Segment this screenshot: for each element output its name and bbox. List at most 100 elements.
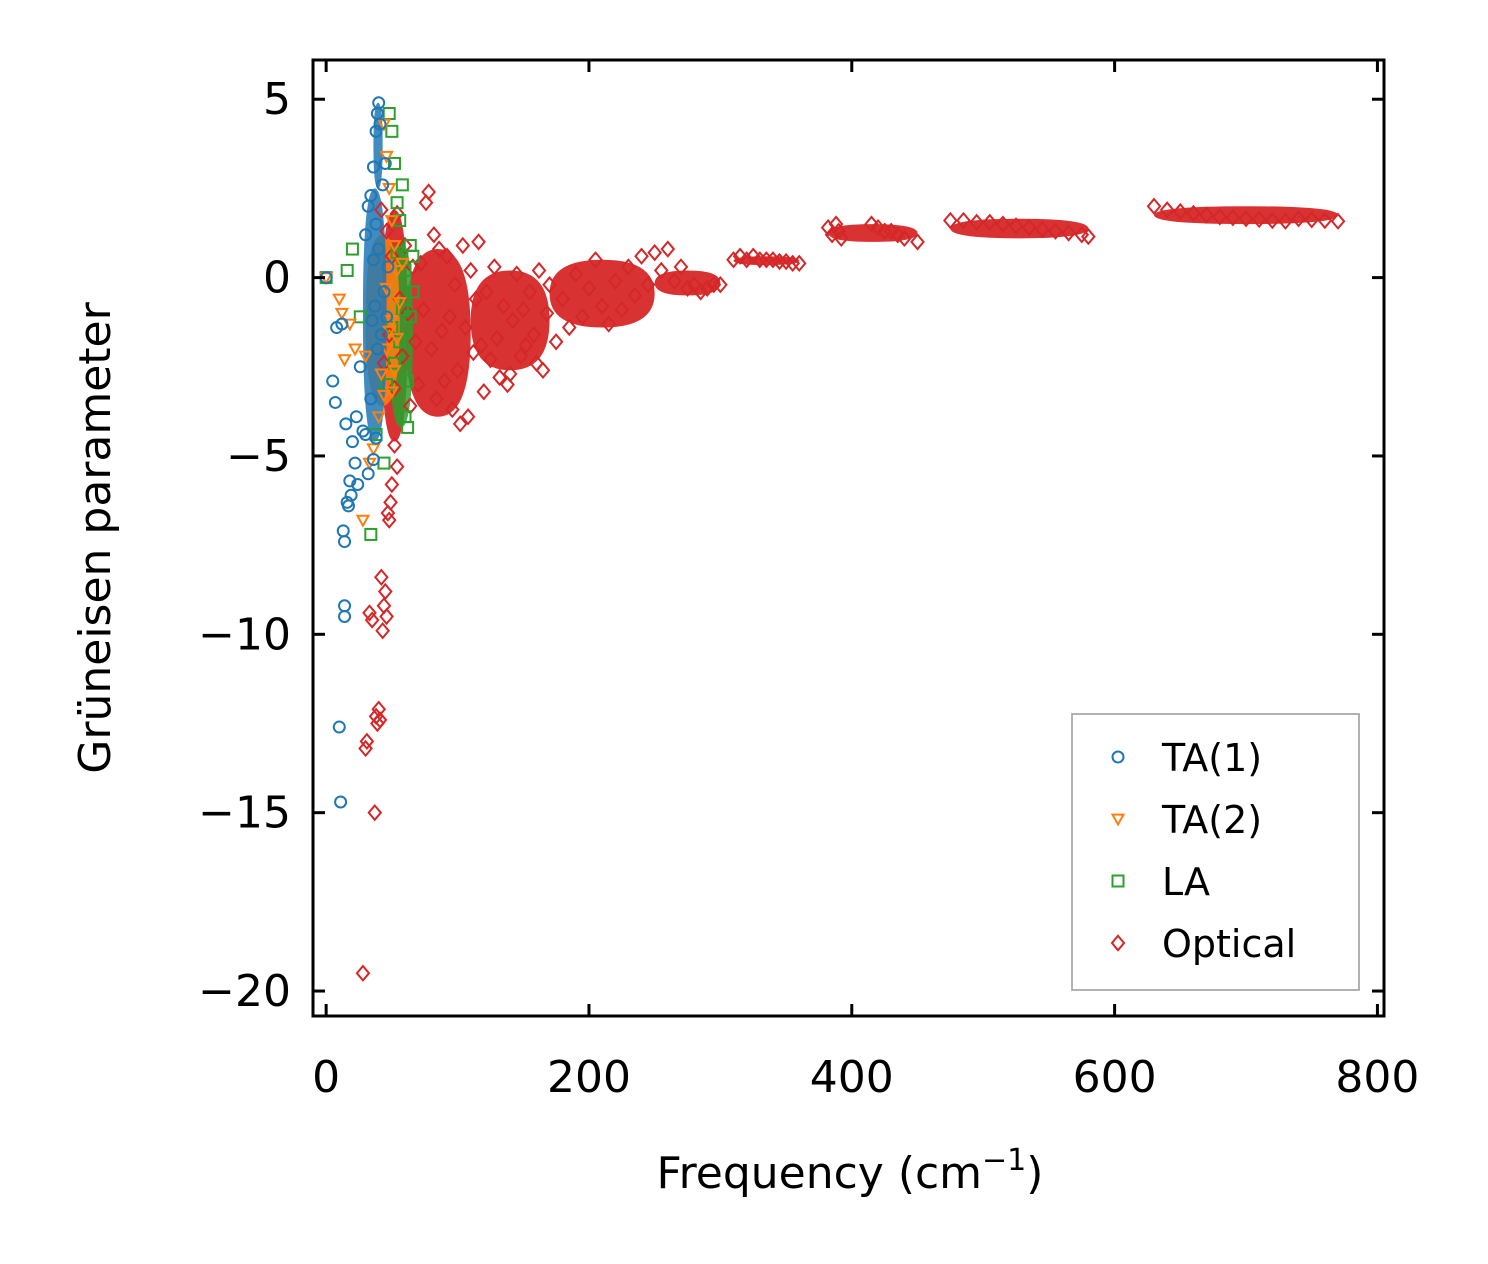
point-ta-1 xyxy=(368,299,382,313)
point-optical xyxy=(355,964,371,982)
point-ta-1 xyxy=(343,474,357,488)
point-ta-1 xyxy=(339,417,353,431)
point-ta-1 xyxy=(377,285,391,299)
point-la xyxy=(395,178,409,192)
point-optical xyxy=(372,711,388,729)
point-ta-1 xyxy=(366,453,380,467)
legend: TA(1) TA(2) LA Optical xyxy=(1071,713,1360,991)
x-tick-label: 400 xyxy=(810,1052,894,1103)
point-ta-1 xyxy=(369,124,383,138)
point-ta-2 xyxy=(384,386,400,400)
y-tick-label: −10 xyxy=(198,609,291,660)
point-ta-2 xyxy=(334,307,350,321)
point-optical xyxy=(539,304,555,322)
point-optical xyxy=(460,408,476,426)
point-optical xyxy=(1061,224,1076,242)
point-ta-2 xyxy=(366,443,381,457)
point-optical xyxy=(575,308,590,326)
point-optical xyxy=(1008,217,1024,235)
point-optical xyxy=(423,340,439,358)
legend-marker-ta-1 xyxy=(1111,750,1125,764)
point-optical xyxy=(1186,204,1201,223)
x-tick-label: 600 xyxy=(1073,1052,1157,1103)
x-tick-label: 800 xyxy=(1335,1052,1419,1103)
point-optical xyxy=(492,368,507,387)
point-optical xyxy=(877,222,892,240)
point-ta-2 xyxy=(358,350,373,364)
point-optical xyxy=(455,236,471,255)
point-optical xyxy=(389,204,405,223)
point-optical xyxy=(772,252,787,271)
point-optical xyxy=(489,329,505,347)
point-optical xyxy=(421,183,437,201)
point-la xyxy=(364,527,378,541)
point-optical xyxy=(607,272,623,290)
point-optical xyxy=(581,279,597,297)
point-ta-2 xyxy=(337,354,352,368)
point-ta-1 xyxy=(351,477,365,491)
point-la xyxy=(406,249,420,263)
point-optical xyxy=(739,251,755,269)
point-optical xyxy=(1330,212,1346,230)
point-ta-2 xyxy=(374,368,389,382)
point-optical xyxy=(522,283,538,301)
point-la xyxy=(353,310,367,324)
point-optical xyxy=(745,247,761,265)
point-ta-1 xyxy=(334,795,348,809)
point-optical xyxy=(473,336,489,355)
point-optical xyxy=(1080,227,1096,246)
point-optical xyxy=(1251,210,1267,229)
point-ta-1 xyxy=(372,242,386,256)
point-ta-1 xyxy=(335,317,349,331)
plot-frame xyxy=(311,58,1386,1018)
point-ta-2 xyxy=(387,364,402,378)
y-axis-label: Grüneisen parameter xyxy=(70,301,121,773)
point-la xyxy=(401,374,415,388)
point-ta-2 xyxy=(376,389,392,403)
point-ta-1 xyxy=(338,599,352,613)
point-la xyxy=(390,196,404,210)
point-optical xyxy=(379,222,394,240)
point-optical xyxy=(1212,208,1228,226)
point-optical xyxy=(362,604,377,622)
point-optical xyxy=(458,318,473,337)
point-optical xyxy=(982,213,998,232)
legend-box xyxy=(1071,713,1360,991)
point-optical xyxy=(555,290,571,308)
point-optical xyxy=(465,343,481,362)
point-la xyxy=(401,420,415,434)
point-ta-1 xyxy=(364,392,378,406)
point-optical xyxy=(434,322,450,340)
point-optical xyxy=(502,365,518,383)
point-optical xyxy=(416,301,431,319)
point-optical xyxy=(726,251,741,269)
point-optical xyxy=(627,286,643,305)
point-ta-1 xyxy=(338,535,352,549)
point-optical xyxy=(1304,211,1320,229)
point-optical xyxy=(371,700,387,718)
point-optical xyxy=(364,611,380,629)
point-optical xyxy=(379,607,394,626)
point-ta-1 xyxy=(364,189,378,203)
legend-marker-ta-2 xyxy=(1110,813,1126,827)
point-optical xyxy=(359,732,375,751)
point-ta-1 xyxy=(353,360,367,374)
plot-data-layer xyxy=(318,96,1346,982)
x-tick-label: 200 xyxy=(547,1052,631,1103)
point-ta-1 xyxy=(380,310,394,324)
point-optical xyxy=(1172,202,1188,221)
point-optical xyxy=(380,504,396,522)
point-optical xyxy=(426,226,442,244)
point-optical xyxy=(660,240,676,258)
point-optical xyxy=(614,301,630,319)
point-optical xyxy=(890,226,906,244)
point-optical xyxy=(680,279,695,297)
point-ta-2 xyxy=(379,150,394,164)
point-la xyxy=(382,107,396,121)
point-optical xyxy=(752,251,768,269)
point-optical xyxy=(1225,208,1241,227)
point-ta-1 xyxy=(370,342,384,356)
point-optical xyxy=(383,493,398,512)
legend-label: TA(1) xyxy=(1161,736,1262,780)
point-optical xyxy=(647,243,663,262)
